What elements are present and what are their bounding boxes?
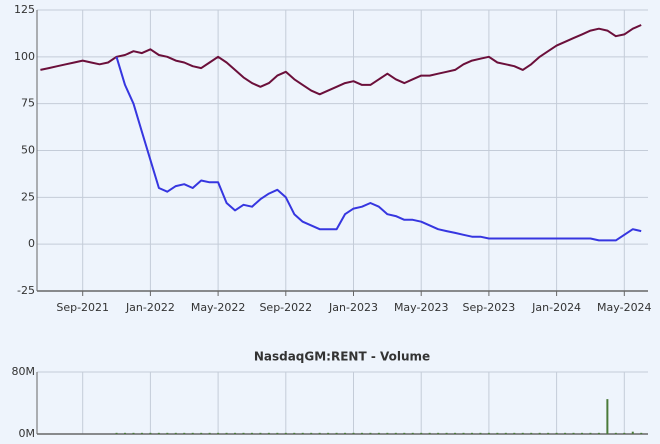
x-tick-label: Sep-2021 xyxy=(56,301,109,314)
x-tick-label: May-2023 xyxy=(394,301,449,314)
volume-bar xyxy=(217,432,220,434)
volume-bar xyxy=(614,432,617,434)
volume-bar xyxy=(301,432,304,434)
volume-bar xyxy=(513,432,516,434)
volume-bar xyxy=(293,432,296,434)
line-series xyxy=(40,24,642,96)
volume-bar xyxy=(166,432,169,434)
volume-bar xyxy=(318,432,321,434)
volume-bar xyxy=(521,432,524,434)
volume-bar xyxy=(445,432,448,434)
volume-bar xyxy=(496,432,499,434)
volume-bar xyxy=(200,432,203,434)
volume-bar xyxy=(191,432,194,434)
volume-bar xyxy=(250,432,253,434)
volume-bar xyxy=(564,432,567,434)
volume-bar xyxy=(149,432,152,434)
volume-bar xyxy=(259,432,262,434)
volume-bar xyxy=(352,432,355,434)
volume-bar xyxy=(555,432,558,434)
volume-bar xyxy=(437,432,440,434)
volume-bar xyxy=(140,432,143,434)
x-tick-label: Sep-2023 xyxy=(463,301,516,314)
y-tick-label: 25 xyxy=(21,190,35,203)
volume-bar xyxy=(115,432,118,434)
y-tick-label: -25 xyxy=(17,284,35,297)
y-tick-label: 0 xyxy=(28,237,35,250)
volume-bar xyxy=(580,432,583,434)
x-tick-label: Jan-2024 xyxy=(531,301,581,314)
y-tick-label: 100 xyxy=(14,50,35,63)
x-tick-label: Sep-2022 xyxy=(259,301,312,314)
volume-bar xyxy=(327,432,330,434)
volume-bar xyxy=(504,432,507,434)
volume-bar xyxy=(454,432,457,434)
x-tick-label: Jan-2022 xyxy=(125,301,175,314)
volume-bar xyxy=(538,432,541,434)
volume-bar xyxy=(267,432,270,434)
volume-bar xyxy=(572,432,575,434)
y-tick-label: 80M xyxy=(12,365,36,378)
x-tick-label: Jan-2023 xyxy=(328,301,378,314)
volume-bar xyxy=(411,432,414,434)
volume-bar xyxy=(242,432,245,434)
volume-bar xyxy=(530,432,533,434)
volume-bar xyxy=(640,432,643,434)
volume-bar xyxy=(386,432,389,434)
volume-bar xyxy=(597,432,600,434)
volume-bar xyxy=(547,432,550,434)
volume-title: NasdaqGM:RENT - Volume xyxy=(254,350,430,364)
volume-bar xyxy=(589,432,592,434)
volume-bar xyxy=(344,432,347,434)
volume-bar xyxy=(377,432,380,434)
volume-bar xyxy=(234,432,237,434)
y-tick-label: 0M xyxy=(19,427,36,440)
volume-bar xyxy=(310,432,313,434)
volume-bar xyxy=(174,432,177,434)
volume-bar xyxy=(360,432,363,434)
volume-bar xyxy=(276,432,279,434)
volume-bar xyxy=(428,432,431,434)
volume-bar xyxy=(403,432,406,434)
volume-bar xyxy=(284,432,287,434)
volume-bar xyxy=(183,432,186,434)
x-tick-label: May-2022 xyxy=(191,301,246,314)
volume-bar xyxy=(335,432,338,434)
y-tick-label: 75 xyxy=(21,97,35,110)
volume-bar xyxy=(487,432,490,434)
volume-bar xyxy=(631,431,634,434)
volume-bar xyxy=(157,432,160,434)
volume-bar xyxy=(606,399,609,434)
volume-bar xyxy=(420,432,423,434)
volume-bar xyxy=(623,432,626,434)
volume-bar xyxy=(394,432,397,434)
y-tick-label: 125 xyxy=(14,3,35,16)
line-series xyxy=(115,56,642,242)
volume-bar xyxy=(208,432,211,434)
y-tick-label: 50 xyxy=(21,144,35,157)
volume-bar xyxy=(225,432,228,434)
volume-bar xyxy=(462,432,465,434)
volume-bar xyxy=(470,432,473,434)
volume-bar xyxy=(369,432,372,434)
volume-bar xyxy=(132,432,135,434)
volume-bar xyxy=(479,432,482,434)
volume-bar xyxy=(124,432,127,434)
x-tick-label: May-2024 xyxy=(597,301,652,314)
